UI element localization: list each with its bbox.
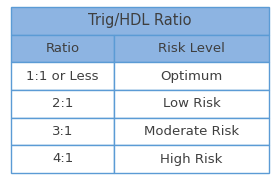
Text: 4:1: 4:1 <box>52 152 73 165</box>
Bar <box>114 35 269 62</box>
Bar <box>11 35 114 62</box>
Text: 3:1: 3:1 <box>52 125 73 138</box>
Text: 1:1 or Less: 1:1 or Less <box>27 70 99 83</box>
Text: 2:1: 2:1 <box>52 97 73 110</box>
Text: Low Risk: Low Risk <box>163 97 220 110</box>
Bar <box>114 145 269 173</box>
Text: Optimum: Optimum <box>160 70 223 83</box>
Bar <box>11 62 114 90</box>
Bar <box>11 90 114 118</box>
Bar <box>114 90 269 118</box>
Text: Moderate Risk: Moderate Risk <box>144 125 239 138</box>
Text: Risk Level: Risk Level <box>158 42 225 55</box>
Text: Ratio: Ratio <box>46 42 80 55</box>
Bar <box>114 62 269 90</box>
Text: High Risk: High Risk <box>160 152 223 165</box>
Bar <box>11 145 114 173</box>
Text: Trig/HDL Ratio: Trig/HDL Ratio <box>88 14 192 28</box>
Bar <box>11 118 114 145</box>
Bar <box>11 7 269 35</box>
Bar <box>114 118 269 145</box>
